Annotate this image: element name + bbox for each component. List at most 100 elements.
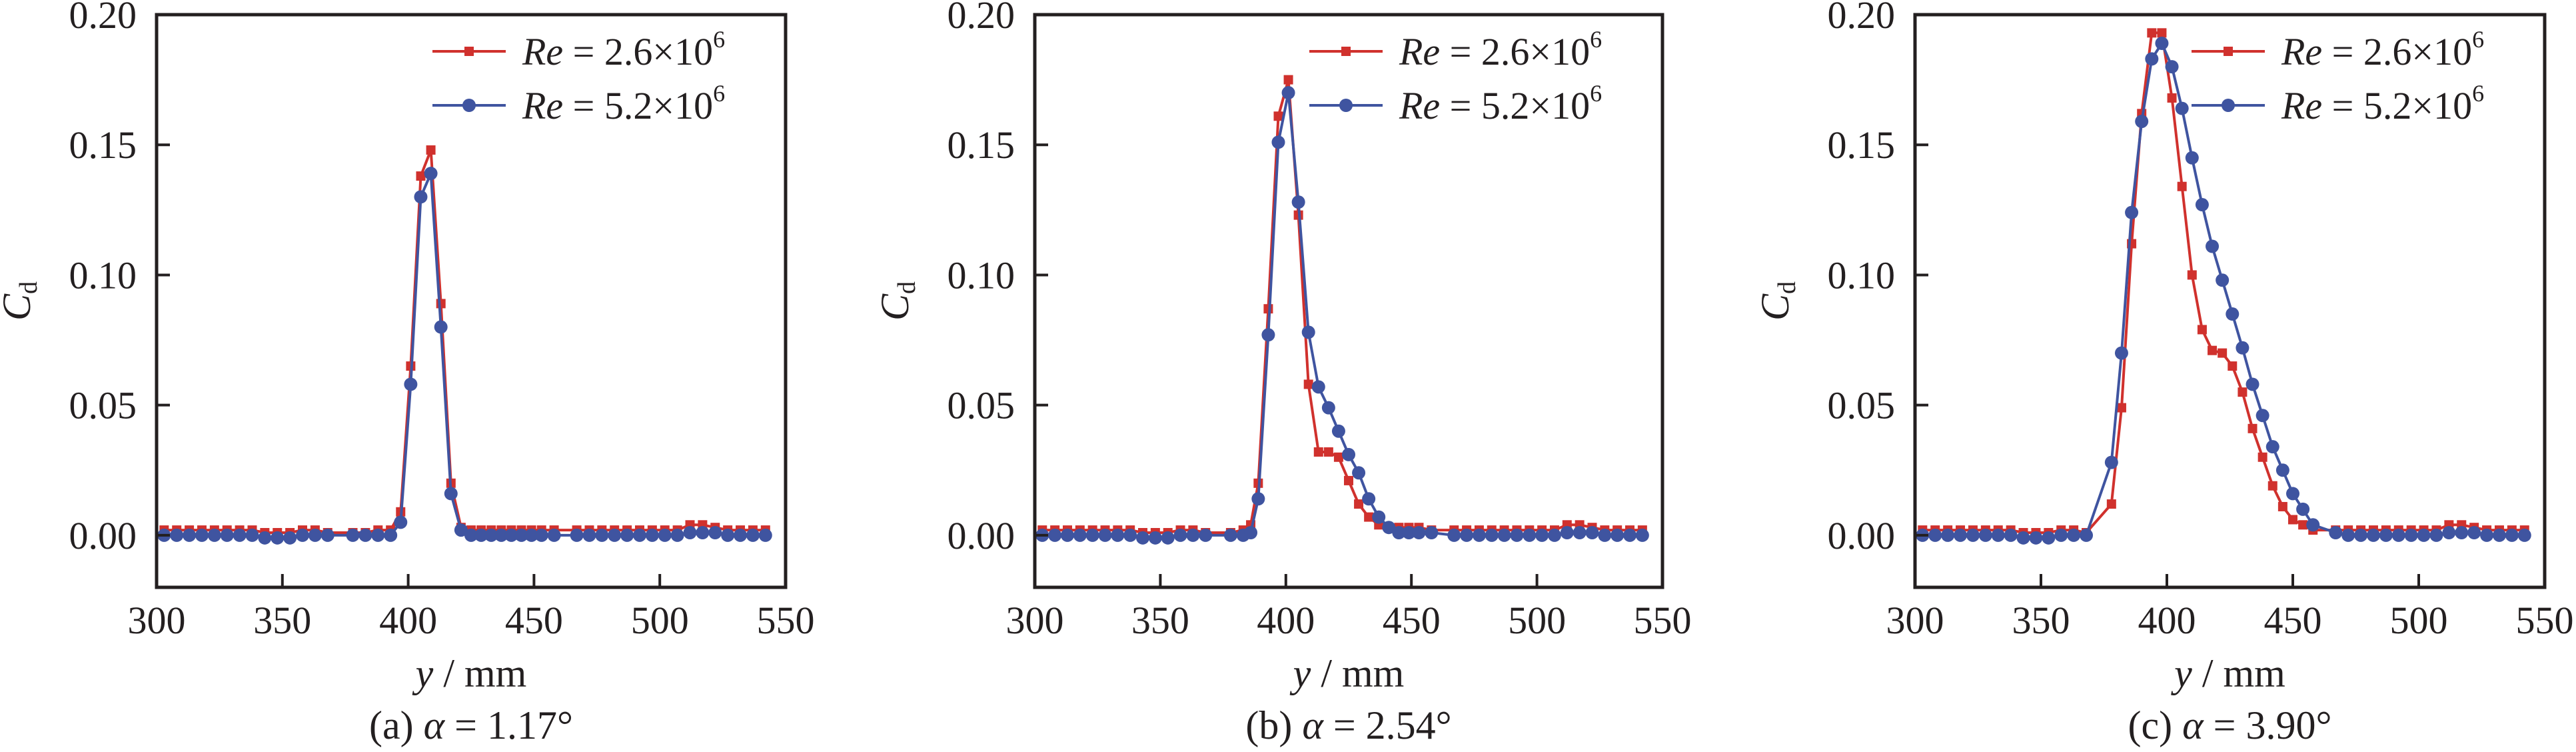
panel-b: 300 350 400 450 500 550 0.00 0.05 0.10 0.15 0.20 Cd…	[873, 0, 1692, 747]
legend-label: Re = 2.6×106	[2281, 26, 2484, 73]
legend-label-var: Re	[1399, 30, 1440, 73]
data-point-square	[2157, 28, 2167, 38]
caption-value: = 3.90°	[2204, 703, 2332, 747]
x-tick-label: 300	[1886, 599, 1944, 642]
y-axis-label-main: C	[1753, 293, 1797, 321]
data-point-circle	[524, 528, 538, 542]
y-axis-label: Cd	[1753, 281, 1801, 321]
legend-label: Re = 5.2×106	[522, 80, 725, 127]
legend-label-exp: 6	[1590, 26, 1602, 53]
data-point-circle	[2354, 528, 2368, 542]
data-point-circle	[1311, 380, 1325, 394]
data-point-circle	[2417, 528, 2431, 542]
data-point-circle	[683, 526, 697, 540]
x-tick-label: 350	[2012, 599, 2070, 642]
data-point-circle	[2054, 528, 2068, 542]
data-point-circle	[2104, 455, 2118, 469]
data-point-square	[426, 145, 436, 155]
x-tick-label: 400	[379, 599, 437, 642]
x-tick-label: 550	[2516, 599, 2574, 642]
data-point-circle	[1598, 528, 1612, 542]
data-point-circle	[620, 528, 634, 542]
legend-marker-circle	[2222, 99, 2235, 112]
data-point-circle	[1331, 424, 1345, 438]
legend-label-exp: 6	[2472, 80, 2484, 107]
legend-label-val: = 5.2×10	[1440, 84, 1590, 127]
x-axis-label-unit: / mm	[433, 651, 526, 695]
y-tick-label: 0.20	[69, 0, 137, 37]
y-tick-label: 0.20	[1828, 0, 1896, 37]
data-point-circle	[734, 528, 748, 542]
legend-label-val: = 2.6×10	[2322, 30, 2472, 73]
data-point-circle	[1412, 526, 1426, 540]
data-point-circle	[1321, 401, 1335, 415]
data-point-square	[2116, 403, 2126, 413]
x-axis-label: y / mm	[2170, 651, 2285, 695]
caption-prefix: (b)	[1245, 703, 1302, 747]
legend-label-exp: 6	[713, 80, 725, 107]
data-point-circle	[1111, 528, 1125, 542]
y-axis-label-main: C	[0, 293, 39, 321]
caption-prefix: (a)	[369, 703, 424, 747]
data-point-circle	[2114, 346, 2128, 360]
data-point-square	[1364, 512, 1374, 522]
data-point-square	[1333, 452, 1343, 462]
data-point-circle	[1291, 195, 1305, 209]
legend-marker-circle	[1339, 99, 1353, 112]
data-point-circle	[2135, 115, 2149, 129]
data-point-circle	[608, 528, 622, 542]
data-point-circle	[1447, 528, 1461, 542]
caption-symbol: α	[1302, 703, 1324, 747]
y-axis-label: Cd	[0, 281, 43, 321]
data-point-circle	[371, 528, 385, 542]
data-point-square	[2257, 452, 2267, 462]
data-point-circle	[283, 531, 297, 545]
y-tick-label: 0.15	[69, 123, 137, 167]
data-point-circle	[2145, 52, 2159, 66]
data-point-circle	[1585, 526, 1599, 540]
y-tick-label: 0.15	[1828, 123, 1896, 167]
data-point-circle	[258, 531, 272, 545]
data-point-circle	[308, 528, 322, 542]
data-point-circle	[1199, 528, 1213, 542]
legend-marker-circle	[462, 99, 476, 112]
data-point-circle	[2185, 151, 2199, 165]
data-point-square	[2187, 270, 2197, 280]
data-point-circle	[1523, 528, 1537, 542]
data-point-circle	[2226, 307, 2240, 321]
legend-label-exp: 6	[1590, 80, 1602, 107]
data-point-square	[2228, 361, 2238, 371]
data-point-circle	[1547, 528, 1561, 542]
data-point-square	[2167, 93, 2177, 103]
legend-label-var: Re	[1399, 84, 1440, 127]
x-tick-label: 300	[128, 599, 186, 642]
data-point-circle	[1573, 526, 1587, 540]
data-point-circle	[1048, 528, 1062, 542]
data-point-circle	[2155, 36, 2169, 50]
legend-label-var: Re	[522, 30, 563, 73]
data-point-circle	[1623, 528, 1637, 542]
x-tick-label: 500	[2390, 599, 2448, 642]
data-point-circle	[2175, 101, 2189, 115]
x-tick-label: 350	[1131, 599, 1189, 642]
data-point-square	[2288, 515, 2297, 525]
data-point-circle	[2216, 273, 2230, 287]
y-axis-label-sub: d	[893, 281, 921, 294]
legend-label: Re = 5.2×106	[1399, 80, 1602, 127]
data-point-circle	[2255, 409, 2269, 423]
data-point-circle	[1991, 528, 2005, 542]
data-point-circle	[1342, 447, 1355, 461]
data-point-square	[2147, 28, 2157, 38]
axes-frame	[1033, 13, 1664, 589]
data-point-circle	[2455, 526, 2469, 540]
data-point-square	[1303, 379, 1313, 389]
legend-label: Re = 5.2×106	[2281, 80, 2484, 127]
data-point-circle	[534, 528, 548, 542]
legend-marker-square	[464, 47, 474, 56]
data-point-circle	[1485, 528, 1499, 542]
legend: Re = 2.6×106 Re = 5.2×106	[2192, 26, 2484, 127]
data-point-square	[1354, 499, 1364, 509]
data-point-circle	[2366, 528, 2380, 542]
data-point-circle	[1372, 510, 1386, 524]
axes-frame	[1913, 13, 2547, 589]
